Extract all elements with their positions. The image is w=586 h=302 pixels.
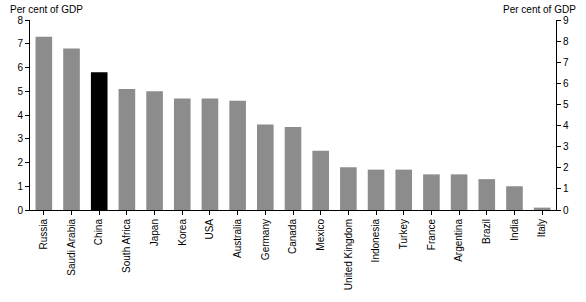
svg-text:4: 4: [17, 110, 23, 121]
svg-text:0: 0: [17, 205, 23, 216]
svg-text:5: 5: [17, 86, 23, 97]
svg-text:China: China: [93, 219, 104, 246]
svg-text:United Kingdom: United Kingdom: [343, 219, 354, 290]
svg-text:8: 8: [563, 36, 569, 47]
svg-text:2: 2: [563, 162, 569, 173]
svg-text:8: 8: [17, 15, 23, 26]
svg-text:Italy: Italy: [536, 219, 547, 237]
svg-text:South Africa: South Africa: [121, 219, 132, 273]
svg-text:Per cent of GDP: Per cent of GDP: [503, 4, 576, 15]
svg-text:0: 0: [563, 205, 569, 216]
svg-text:Russia: Russia: [38, 219, 49, 250]
svg-text:7: 7: [563, 57, 569, 68]
svg-text:Japan: Japan: [149, 219, 160, 246]
svg-text:1: 1: [17, 181, 23, 192]
svg-text:Per cent of GDP: Per cent of GDP: [10, 4, 83, 15]
svg-text:Australia: Australia: [232, 219, 243, 258]
svg-text:USA: USA: [204, 219, 215, 240]
svg-text:2: 2: [17, 157, 23, 168]
svg-text:7: 7: [17, 38, 23, 49]
svg-text:Germany: Germany: [260, 219, 271, 260]
svg-text:5: 5: [563, 99, 569, 110]
svg-text:6: 6: [563, 78, 569, 89]
svg-text:Saudi Arabia: Saudi Arabia: [66, 219, 77, 276]
svg-text:Turkey: Turkey: [398, 219, 409, 249]
svg-text:France: France: [426, 219, 437, 251]
svg-text:9: 9: [563, 15, 569, 26]
svg-text:Canada: Canada: [287, 219, 298, 254]
svg-text:Mexico: Mexico: [315, 219, 326, 251]
svg-text:Indonesia: Indonesia: [370, 219, 381, 263]
svg-text:Brazil: Brazil: [481, 219, 492, 244]
svg-text:India: India: [509, 219, 520, 241]
svg-text:3: 3: [563, 141, 569, 152]
svg-text:Korea: Korea: [177, 219, 188, 246]
svg-text:1: 1: [563, 183, 569, 194]
svg-text:4: 4: [563, 120, 569, 131]
svg-text:Argentina: Argentina: [453, 219, 464, 262]
svg-text:6: 6: [17, 62, 23, 73]
svg-text:3: 3: [17, 133, 23, 144]
